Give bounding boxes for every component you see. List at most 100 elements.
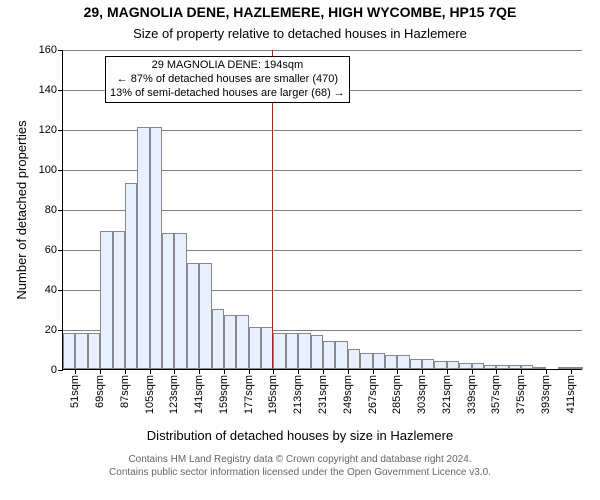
xtick-label: 141sqm [193, 375, 205, 414]
ytick-label: 120 [39, 124, 57, 136]
histogram-bar [335, 341, 347, 369]
xtick-mark [224, 369, 225, 374]
histogram-bar [484, 365, 496, 369]
plot-area: 020406080100120140160 51sqm69sqm87sqm105… [62, 50, 582, 370]
xtick-mark [100, 369, 101, 374]
histogram-bar [174, 233, 186, 369]
histogram-bar [100, 231, 112, 369]
histogram-bar [521, 365, 533, 369]
xtick-mark [521, 369, 522, 374]
xtick-label: 339sqm [466, 375, 478, 414]
x-axis-label: Distribution of detached houses by size … [0, 428, 600, 443]
xtick-label: 105sqm [144, 375, 156, 414]
histogram-bar [348, 349, 360, 369]
xtick-label: 357sqm [490, 375, 502, 414]
histogram-bar [88, 333, 100, 369]
xtick-label: 231sqm [317, 375, 329, 414]
histogram-bar [63, 333, 75, 369]
histogram-bar [125, 183, 137, 369]
attribution: Contains HM Land Registry data © Crown c… [0, 454, 600, 479]
histogram-bar [558, 367, 570, 369]
histogram-bar [75, 333, 87, 369]
xtick-label: 69sqm [94, 375, 106, 408]
histogram-bar [571, 367, 583, 369]
histogram-bar [533, 367, 545, 369]
histogram-bar [373, 353, 385, 369]
xtick-mark [150, 369, 151, 374]
histogram-bar [397, 355, 409, 369]
xtick-label: 321sqm [441, 375, 453, 414]
xtick-label: 195sqm [267, 375, 279, 414]
xtick-label: 51sqm [69, 375, 81, 408]
xtick-mark [546, 369, 547, 374]
chart-title: 29, MAGNOLIA DENE, HAZLEMERE, HIGH WYCOM… [0, 4, 600, 20]
ytick-label: 0 [51, 364, 57, 376]
histogram-bar [273, 333, 285, 369]
xtick-mark [397, 369, 398, 374]
xtick-label: 411sqm [565, 375, 577, 413]
xtick-mark [125, 369, 126, 374]
annotation-box: 29 MAGNOLIA DENE: 194sqm ← 87% of detach… [105, 56, 350, 103]
xtick-label: 87sqm [119, 375, 131, 408]
histogram-bar [249, 327, 261, 369]
histogram-bar [311, 335, 323, 369]
ytick-mark [58, 370, 63, 371]
xtick-mark [422, 369, 423, 374]
chart-container: 29, MAGNOLIA DENE, HAZLEMERE, HIGH WYCOM… [0, 0, 600, 500]
xtick-mark [496, 369, 497, 374]
ytick-label: 100 [39, 164, 57, 176]
ytick-mark [58, 250, 63, 251]
xtick-mark [273, 369, 274, 374]
histogram-bar [187, 263, 199, 369]
xtick-label: 285sqm [391, 375, 403, 414]
histogram-bar [199, 263, 211, 369]
histogram-bar [509, 365, 521, 369]
xtick-label: 267sqm [367, 375, 379, 414]
xtick-mark [348, 369, 349, 374]
histogram-bar [286, 333, 298, 369]
histogram-bar [236, 315, 248, 369]
ytick-mark [58, 290, 63, 291]
annotation-line1: 29 MAGNOLIA DENE: 194sqm [110, 59, 345, 73]
ytick-label: 60 [45, 244, 57, 256]
ytick-label: 40 [45, 284, 57, 296]
histogram-bar [212, 309, 224, 369]
xtick-label: 303sqm [416, 375, 428, 414]
xtick-label: 375sqm [515, 375, 527, 414]
histogram-bar [323, 341, 335, 369]
xtick-label: 123sqm [168, 375, 180, 414]
histogram-bar [137, 127, 149, 369]
histogram-bar [385, 355, 397, 369]
ytick-mark [58, 330, 63, 331]
chart-subtitle: Size of property relative to detached ho… [0, 26, 600, 41]
xtick-label: 249sqm [342, 375, 354, 414]
histogram-bar [496, 365, 508, 369]
annotation-line2: ← 87% of detached houses are smaller (47… [110, 73, 345, 87]
xtick-label: 213sqm [292, 375, 304, 414]
attribution-line2: Contains public sector information licen… [0, 467, 600, 480]
histogram-bar [224, 315, 236, 369]
xtick-label: 177sqm [243, 375, 255, 414]
histogram-bar [298, 333, 310, 369]
xtick-mark [199, 369, 200, 374]
xtick-mark [323, 369, 324, 374]
ytick-mark [58, 170, 63, 171]
xtick-mark [249, 369, 250, 374]
y-axis-label: Number of detached properties [14, 50, 29, 370]
attribution-line1: Contains HM Land Registry data © Crown c… [0, 454, 600, 467]
xtick-mark [472, 369, 473, 374]
histogram-bar [150, 127, 162, 369]
xtick-mark [75, 369, 76, 374]
histogram-bar [162, 233, 174, 369]
xtick-mark [571, 369, 572, 374]
histogram-bar [113, 231, 125, 369]
ytick-mark [58, 50, 63, 51]
xtick-mark [447, 369, 448, 374]
xtick-mark [373, 369, 374, 374]
xtick-mark [174, 369, 175, 374]
histogram-bar [447, 361, 459, 369]
histogram-bar [472, 363, 484, 369]
ytick-label: 20 [45, 324, 57, 336]
xtick-label: 393sqm [540, 375, 552, 414]
ytick-label: 140 [39, 84, 57, 96]
